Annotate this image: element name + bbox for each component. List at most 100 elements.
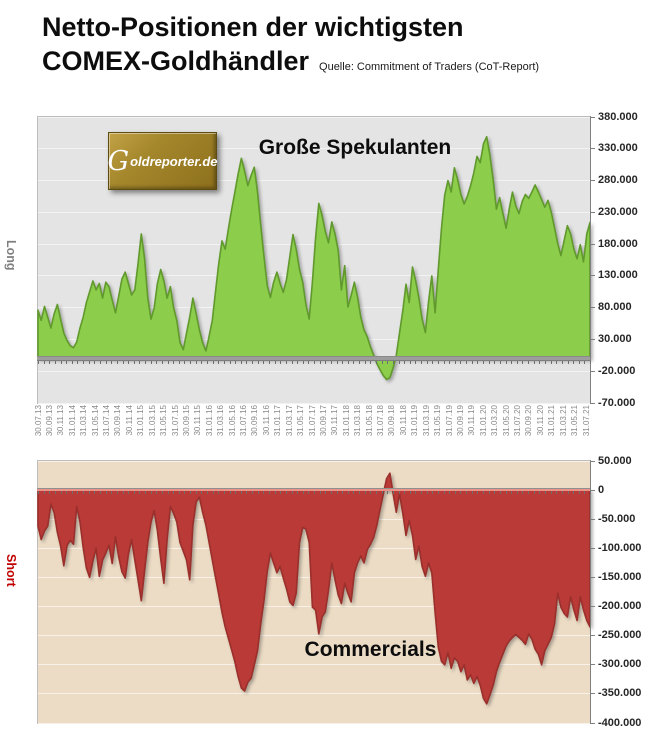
zero-axis-tick <box>297 361 299 364</box>
x-axis-date-label: 31.01.15 <box>136 405 146 437</box>
x-axis-date-label: 30.09.19 <box>455 405 465 437</box>
zero-axis-tick <box>150 361 152 364</box>
y-axis-tick-label: -300.000 <box>598 658 642 671</box>
x-axis-date-label: 31.05.18 <box>364 405 374 437</box>
zero-axis-tick <box>409 361 411 364</box>
zero-axis-tick <box>54 491 56 495</box>
zero-axis-tick <box>342 361 344 364</box>
zero-axis-tick <box>387 491 389 495</box>
goldreporter-logo-text: oldreporter.de <box>130 153 218 169</box>
x-axis-date-label: 30.09.20 <box>524 405 534 437</box>
zero-axis-tick <box>285 361 287 364</box>
short-axis-label: Short <box>4 554 18 587</box>
zero-axis-tick <box>353 361 355 364</box>
x-axis-date-label: 31.01.16 <box>204 405 214 437</box>
zero-axis-tick <box>426 361 428 364</box>
commercials-chart-plot <box>37 460 591 724</box>
zero-axis-tick <box>511 361 513 364</box>
x-axis-date-label: 30.11.13 <box>56 405 66 436</box>
zero-axis-tick <box>505 491 507 495</box>
y-axis-tick-label: -250.000 <box>598 629 642 642</box>
x-axis-date-label: 30.11.19 <box>467 405 477 436</box>
page-title-line1: Netto-Positionen der wichtigsten <box>42 12 464 42</box>
y-axis-line <box>590 460 591 724</box>
zero-axis-tick <box>415 491 417 495</box>
zero-axis-tick <box>319 361 321 364</box>
zero-axis-tick <box>195 361 197 364</box>
zero-axis-tick <box>539 491 541 495</box>
zero-axis-tick <box>381 491 383 495</box>
y-axis-tick-label: 0 <box>598 483 605 496</box>
zero-axis-tick <box>426 491 428 495</box>
zero-axis-tick <box>54 361 56 364</box>
zero-axis-tick <box>122 491 124 495</box>
y-axis-tick <box>591 693 595 695</box>
zero-axis-tick <box>201 491 203 495</box>
zero-axis-tick <box>556 491 558 495</box>
zero-axis-tick <box>229 491 231 495</box>
zero-axis-tick <box>268 361 270 364</box>
x-axis-date-label: 31.07.17 <box>307 405 317 437</box>
commercials-zero-axis <box>37 488 590 489</box>
zero-axis-tick <box>83 361 85 364</box>
y-axis-tick-label: -150.000 <box>598 570 642 583</box>
goldreporter-logo-initial: G <box>107 145 130 177</box>
zero-axis-tick <box>392 491 394 495</box>
zero-axis-tick <box>71 491 73 495</box>
zero-axis-tick <box>314 361 315 364</box>
zero-axis-tick <box>291 361 293 364</box>
zero-axis-tick <box>240 361 242 364</box>
zero-axis-tick <box>291 491 293 495</box>
zero-axis-tick <box>533 491 535 495</box>
x-axis-date-label: 31.05.17 <box>296 405 306 437</box>
zero-axis-tick <box>257 491 259 495</box>
long-axis-label: Long <box>4 240 18 271</box>
speculators-chart-title: Große Spekulanten <box>258 136 452 159</box>
zero-axis-tick <box>387 361 389 364</box>
y-axis-tick-label: -20.000 <box>598 364 636 377</box>
zero-axis-tick <box>364 491 366 495</box>
y-grid-line <box>38 722 590 724</box>
zero-axis-tick <box>280 361 282 364</box>
zero-axis-tick <box>167 491 169 495</box>
zero-axis-tick <box>263 491 265 495</box>
zero-axis-tick <box>195 491 197 495</box>
zero-axis-tick <box>314 491 315 495</box>
zero-axis-tick <box>100 491 101 495</box>
zero-axis-tick <box>376 491 377 495</box>
commercials-area-path <box>37 472 591 705</box>
zero-axis-tick <box>49 491 51 495</box>
zero-axis-tick <box>43 491 45 495</box>
y-axis-tick <box>591 307 595 309</box>
zero-axis-tick <box>43 361 45 364</box>
y-grid-line <box>38 243 590 245</box>
zero-axis-tick <box>240 491 242 495</box>
zero-axis-tick <box>398 491 400 495</box>
zero-axis-tick <box>184 361 186 364</box>
zero-axis-tick <box>449 491 451 495</box>
zero-axis-tick <box>229 361 231 364</box>
zero-axis-tick <box>190 361 192 364</box>
y-axis-tick <box>591 180 595 182</box>
zero-axis-tick <box>218 491 220 495</box>
zero-axis-tick <box>421 361 422 364</box>
zero-axis-tick <box>111 361 113 364</box>
zero-axis-tick <box>274 361 276 364</box>
x-axis-date-label: 31.05.14 <box>90 405 100 437</box>
x-axis-date-label: 31.01.18 <box>341 405 351 437</box>
x-axis-date-label: 31.05.16 <box>227 405 237 437</box>
zero-axis-tick <box>443 361 445 364</box>
zero-axis-tick <box>359 491 361 495</box>
x-axis-date-label: 30.11.17 <box>330 405 340 436</box>
x-axis-date-label: 31.07.16 <box>239 405 248 437</box>
zero-axis-tick <box>133 491 135 495</box>
zero-axis-tick <box>302 361 304 364</box>
zero-axis-tick <box>235 361 237 364</box>
y-axis-line <box>590 116 591 404</box>
y-axis-tick <box>591 635 595 637</box>
zero-axis-tick <box>522 491 524 495</box>
x-axis-date-label: 30.07.13 <box>33 405 43 437</box>
zero-axis-tick <box>533 361 535 364</box>
zero-axis-tick <box>454 491 456 495</box>
x-axis-date-label: 31.03.20 <box>490 405 500 437</box>
